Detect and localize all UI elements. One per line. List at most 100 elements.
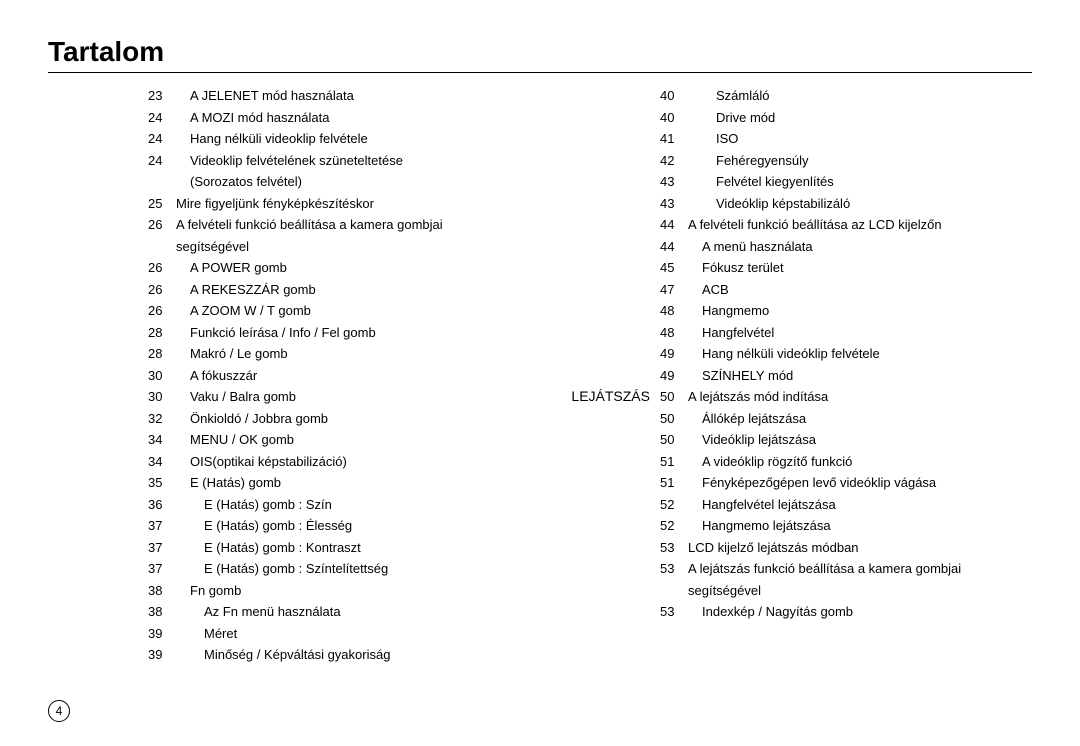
toc-row: 23A JELENET mód használata bbox=[48, 85, 520, 107]
entry-text: A ZOOM W / T gomb bbox=[176, 300, 520, 322]
toc-row: 26A ZOOM W / T gomb bbox=[48, 300, 520, 322]
toc-row: 37E (Hatás) gomb : Kontraszt bbox=[48, 537, 520, 559]
toc-row: 41ISO bbox=[560, 128, 1032, 150]
toc-row: 30Vaku / Balra gomb bbox=[48, 386, 520, 408]
toc-row: 36E (Hatás) gomb : Szín bbox=[48, 494, 520, 516]
entry-text: Videoklip felvételének szüneteltetése bbox=[176, 150, 520, 172]
entry-text: segítségével bbox=[176, 236, 520, 258]
entry-text: Hang nélküli videoklip felvétele bbox=[176, 128, 520, 150]
entry-text: E (Hatás) gomb : Élesség bbox=[176, 515, 520, 537]
page-ref: 37 bbox=[148, 515, 176, 537]
page-ref: 39 bbox=[148, 644, 176, 666]
toc-row: 52Hangfelvétel lejátszása bbox=[560, 494, 1032, 516]
entry-text: A JELENET mód használata bbox=[176, 85, 520, 107]
entry-text: Indexkép / Nagyítás gomb bbox=[688, 601, 1032, 623]
page-ref: 28 bbox=[148, 343, 176, 365]
title-rule bbox=[48, 72, 1032, 73]
entry-text: Fehéregyensúly bbox=[688, 150, 1032, 172]
page-ref: 30 bbox=[148, 365, 176, 387]
page-ref: 26 bbox=[148, 257, 176, 279]
entry-text: A lejátszás funkció beállítása a kamera … bbox=[688, 558, 1032, 580]
page-ref: 32 bbox=[148, 408, 176, 430]
page-ref: 43 bbox=[660, 193, 688, 215]
entry-text: Felvétel kiegyenlítés bbox=[688, 171, 1032, 193]
entry-text: ACB bbox=[688, 279, 1032, 301]
entry-text: Mire figyeljünk fényképkészítéskor bbox=[176, 193, 520, 215]
page-ref: 24 bbox=[148, 128, 176, 150]
toc-row: 24Videoklip felvételének szüneteltetése bbox=[48, 150, 520, 172]
page-ref: 40 bbox=[660, 85, 688, 107]
toc-row: 26A felvételi funkció beállítása a kamer… bbox=[48, 214, 520, 236]
entry-text: Vaku / Balra gomb bbox=[176, 386, 520, 408]
page-ref: 40 bbox=[660, 107, 688, 129]
entry-text: Makró / Le gomb bbox=[176, 343, 520, 365]
page-ref: 43 bbox=[660, 171, 688, 193]
entry-text: Drive mód bbox=[688, 107, 1032, 129]
toc-row: 25Mire figyeljünk fényképkészítéskor bbox=[48, 193, 520, 215]
page-ref: 37 bbox=[148, 537, 176, 559]
page-title: Tartalom bbox=[48, 36, 1032, 68]
entry-text: Számláló bbox=[688, 85, 1032, 107]
page-ref: 53 bbox=[660, 558, 688, 580]
page-ref: 47 bbox=[660, 279, 688, 301]
page-ref: 24 bbox=[148, 107, 176, 129]
entry-text: A REKESZZÁR gomb bbox=[176, 279, 520, 301]
page-ref: 44 bbox=[660, 236, 688, 258]
toc-row: 53Indexkép / Nagyítás gomb bbox=[560, 601, 1032, 623]
page-ref: 36 bbox=[148, 494, 176, 516]
toc-row: 34MENU / OK gomb bbox=[48, 429, 520, 451]
page-ref: 37 bbox=[148, 558, 176, 580]
page-ref: 38 bbox=[148, 580, 176, 602]
entry-text: (Sorozatos felvétel) bbox=[176, 171, 520, 193]
entry-text: Videóklip lejátszása bbox=[688, 429, 1032, 451]
entry-text: A MOZI mód használata bbox=[176, 107, 520, 129]
toc-row: (Sorozatos felvétel) bbox=[48, 171, 520, 193]
entry-text: Fókusz terület bbox=[688, 257, 1032, 279]
toc-columns: 23A JELENET mód használata24A MOZI mód h… bbox=[48, 85, 1032, 666]
entry-text: A fókuszzár bbox=[176, 365, 520, 387]
toc-row: 48Hangmemo bbox=[560, 300, 1032, 322]
toc-row: 39Méret bbox=[48, 623, 520, 645]
page-ref: 23 bbox=[148, 85, 176, 107]
toc-row: 24Hang nélküli videoklip felvétele bbox=[48, 128, 520, 150]
page-ref: 50 bbox=[660, 386, 688, 408]
entry-text: Hangmemo bbox=[688, 300, 1032, 322]
entry-text: Méret bbox=[176, 623, 520, 645]
page-ref: 26 bbox=[148, 214, 176, 236]
page-ref: 42 bbox=[660, 150, 688, 172]
entry-text: Fényképezőgépen levő videóklip vágása bbox=[688, 472, 1032, 494]
page-ref: 38 bbox=[148, 601, 176, 623]
page-ref: 41 bbox=[660, 128, 688, 150]
toc-row: 43Videóklip képstabilizáló bbox=[560, 193, 1032, 215]
toc-row: 47ACB bbox=[560, 279, 1032, 301]
page-ref: 50 bbox=[660, 408, 688, 430]
entry-text: ISO bbox=[688, 128, 1032, 150]
entry-text: A felvételi funkció beállítása a kamera … bbox=[176, 214, 520, 236]
toc-row: 44A menü használata bbox=[560, 236, 1032, 258]
entry-text: Videóklip képstabilizáló bbox=[688, 193, 1032, 215]
entry-text: MENU / OK gomb bbox=[176, 429, 520, 451]
toc-row: 39Minőség / Képváltási gyakoriság bbox=[48, 644, 520, 666]
toc-row: 28Funkció leírása / Info / Fel gomb bbox=[48, 322, 520, 344]
toc-row: 37E (Hatás) gomb : Élesség bbox=[48, 515, 520, 537]
toc-row: 52Hangmemo lejátszása bbox=[560, 515, 1032, 537]
page-ref: 26 bbox=[148, 279, 176, 301]
page-ref: 25 bbox=[148, 193, 176, 215]
entry-text: Hangfelvétel lejátszása bbox=[688, 494, 1032, 516]
toc-row: 35E (Hatás) gomb bbox=[48, 472, 520, 494]
toc-row: 50Állókép lejátszása bbox=[560, 408, 1032, 430]
page-ref: 30 bbox=[148, 386, 176, 408]
entry-text: segítségével bbox=[688, 580, 1032, 602]
toc-row: 40Számláló bbox=[560, 85, 1032, 107]
entry-text: Az Fn menü használata bbox=[176, 601, 520, 623]
entry-text: A felvételi funkció beállítása az LCD ki… bbox=[688, 214, 1032, 236]
entry-text: SZÍNHELY mód bbox=[688, 365, 1032, 387]
page-ref: 51 bbox=[660, 451, 688, 473]
toc-row: 49Hang nélküli videóklip felvétele bbox=[560, 343, 1032, 365]
toc-row: 26A REKESZZÁR gomb bbox=[48, 279, 520, 301]
page-ref: 53 bbox=[660, 537, 688, 559]
entry-text: Fn gomb bbox=[176, 580, 520, 602]
toc-row: 30A fókuszzár bbox=[48, 365, 520, 387]
entry-text: Funkció leírása / Info / Fel gomb bbox=[176, 322, 520, 344]
entry-text: E (Hatás) gomb bbox=[176, 472, 520, 494]
